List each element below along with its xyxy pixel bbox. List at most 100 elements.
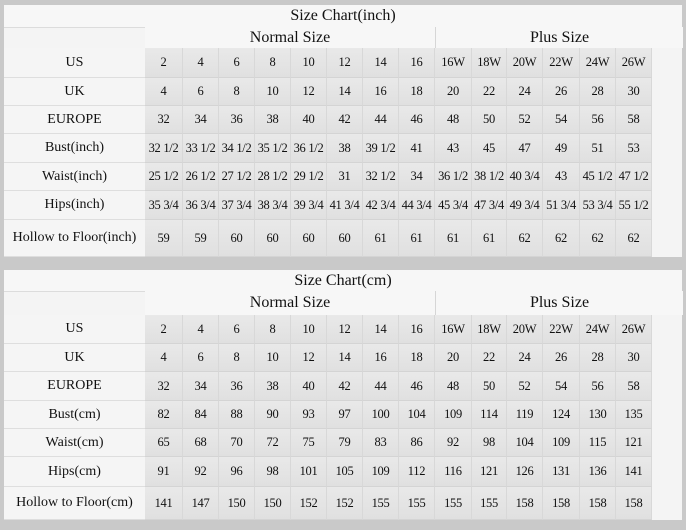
table-cell: 27 1/2 xyxy=(219,163,255,191)
table-cell: 36 3/4 xyxy=(183,191,219,220)
table-cell: 61 xyxy=(399,220,435,257)
row-label: Hollow to Floor(cm) xyxy=(4,487,145,520)
table-cell: 20W xyxy=(507,315,543,344)
table-cell: 36 1/2 xyxy=(291,134,327,163)
table-cell: 141 xyxy=(616,457,652,487)
table-cell: 8 xyxy=(219,344,255,372)
table-cell: 68 xyxy=(183,429,219,457)
table-cell: 65 xyxy=(145,429,183,457)
table-cell: 26W xyxy=(616,315,652,344)
table-cell: 16 xyxy=(363,78,399,106)
table-cell: 16W xyxy=(435,48,472,78)
table-cell: 14 xyxy=(363,315,399,344)
table-cell: 91 xyxy=(145,457,183,487)
table-cell: 43 xyxy=(435,134,472,163)
table-cell: 79 xyxy=(327,429,363,457)
table-cell: 158 xyxy=(580,487,616,520)
table-cell: 32 xyxy=(145,372,183,401)
table-cell: 39 1/2 xyxy=(363,134,399,163)
table-cell: 41 3/4 xyxy=(327,191,363,220)
table-cell: 58 xyxy=(616,106,652,134)
table-cell: 14 xyxy=(363,48,399,78)
table-cell: 104 xyxy=(399,401,435,429)
table-cell: 45 xyxy=(472,134,507,163)
table-cell: 59 xyxy=(145,220,183,257)
table-cell: 12 xyxy=(291,344,327,372)
table-cell: 10 xyxy=(255,78,291,106)
table-cell: 53 xyxy=(616,134,652,163)
table-cell: 6 xyxy=(183,344,219,372)
table-cell: 52 xyxy=(507,106,543,134)
table-cell: 109 xyxy=(543,429,580,457)
table-cell: 18W xyxy=(472,48,507,78)
row-label: Hips(inch) xyxy=(4,191,145,220)
table-cell: 44 3/4 xyxy=(399,191,435,220)
table-cell: 35 1/2 xyxy=(255,134,291,163)
table-cell: 50 xyxy=(472,372,507,401)
normal-size-header: Normal Size xyxy=(145,291,435,315)
table-cell: 24 xyxy=(507,344,543,372)
table-cell: 150 xyxy=(255,487,291,520)
row-label: UK xyxy=(4,78,145,106)
row-label: Bust(inch) xyxy=(4,134,145,163)
table-cell: 32 1/2 xyxy=(363,163,399,191)
table-cell: 26 xyxy=(543,78,580,106)
table-cell: 130 xyxy=(580,401,616,429)
table-cell: 32 xyxy=(145,106,183,134)
table-cell: 16 xyxy=(399,48,435,78)
table-cell: 4 xyxy=(145,78,183,106)
table-cell: 38 xyxy=(255,372,291,401)
table-cell: 2 xyxy=(145,315,183,344)
row-label: UK xyxy=(4,344,145,372)
table-cell: 44 xyxy=(363,106,399,134)
table-cell: 56 xyxy=(580,372,616,401)
table-cell: 150 xyxy=(219,487,255,520)
table-cell: 26 xyxy=(543,344,580,372)
table-cell: 56 xyxy=(580,106,616,134)
table-cell: 46 xyxy=(399,372,435,401)
table-cell: 43 xyxy=(543,163,580,191)
table-cell: 92 xyxy=(435,429,472,457)
table-cell: 26W xyxy=(616,48,652,78)
table-cell: 155 xyxy=(363,487,399,520)
table-cell: 93 xyxy=(291,401,327,429)
table-cell: 152 xyxy=(291,487,327,520)
table-cell: 75 xyxy=(291,429,327,457)
table-cell: 135 xyxy=(616,401,652,429)
table-cell: 158 xyxy=(507,487,543,520)
row-label: Hollow to Floor(inch) xyxy=(4,220,145,257)
table-cell: 62 xyxy=(543,220,580,257)
table-cell: 28 xyxy=(580,344,616,372)
table-cell: 8 xyxy=(219,78,255,106)
row-label: Waist(inch) xyxy=(4,163,145,191)
table-cell: 47 xyxy=(507,134,543,163)
table-cell: 59 xyxy=(183,220,219,257)
table-cell: 41 xyxy=(399,134,435,163)
table-cell: 114 xyxy=(472,401,507,429)
row-label: Hips(cm) xyxy=(4,457,145,487)
chart-title: Size Chart(cm) xyxy=(4,270,682,292)
table-cell: 35 3/4 xyxy=(145,191,183,220)
table-cell: 36 1/2 xyxy=(435,163,472,191)
table-cell: 34 xyxy=(183,372,219,401)
table-cell: 116 xyxy=(435,457,472,487)
table-cell: 46 xyxy=(399,106,435,134)
table-cell: 155 xyxy=(472,487,507,520)
table-cell: 44 xyxy=(363,372,399,401)
plus-size-header: Plus Size xyxy=(435,291,683,315)
table-cell: 22W xyxy=(543,48,580,78)
table-cell: 18 xyxy=(399,344,435,372)
table-cell: 6 xyxy=(219,48,255,78)
table-cell: 54 xyxy=(543,372,580,401)
table-cell: 10 xyxy=(291,315,327,344)
table-cell: 36 xyxy=(219,372,255,401)
table-cell: 24W xyxy=(580,48,616,78)
table-cell: 131 xyxy=(543,457,580,487)
table-cell: 45 3/4 xyxy=(435,191,472,220)
table-cell: 34 xyxy=(183,106,219,134)
size-chart-cm: Size Chart(cm) Normal Size Plus Size US 2 4 6 8… xyxy=(4,270,683,520)
table-cell: 109 xyxy=(363,457,399,487)
table-cell: 38 xyxy=(255,106,291,134)
table-cell: 42 xyxy=(327,106,363,134)
row-label: Bust(cm) xyxy=(4,401,145,429)
